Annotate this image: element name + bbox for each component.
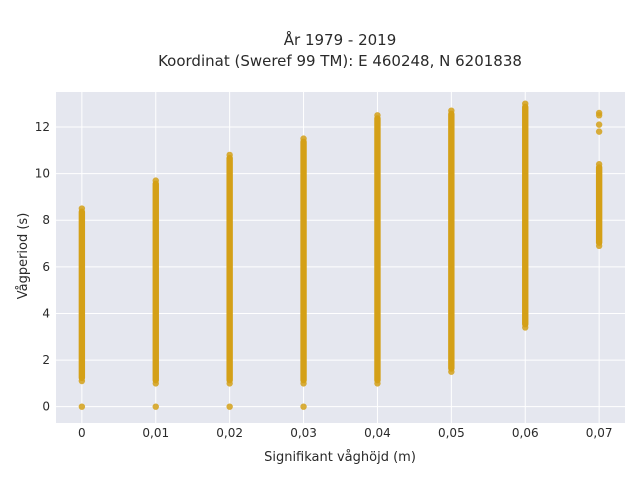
point-column-6 [522, 103, 529, 328]
point-column-top-7 [595, 161, 603, 168]
point-column-bottom-0 [78, 377, 86, 385]
point-column-top-5 [448, 107, 455, 114]
plot-background [56, 92, 625, 423]
isolated-point-0-0 [78, 403, 86, 410]
data-points [78, 100, 603, 410]
point-column-top-0 [78, 205, 86, 212]
isolated-point-1-0 [152, 403, 159, 410]
point-column-bottom-1 [152, 380, 159, 387]
point-column-top-3 [300, 135, 307, 142]
y-tick-label-4: 8 [42, 213, 50, 227]
point-column-3 [300, 138, 307, 384]
y-axis-label: Vågperiod (s) [16, 213, 31, 300]
x-tick-label-5: 0,05 [438, 426, 465, 440]
point-column-7 [595, 164, 603, 246]
point-column-2 [226, 154, 233, 384]
x-tick-label-0: 0 [78, 426, 86, 440]
x-tick-label-6: 0,06 [512, 426, 539, 440]
chart-title-line2: Koordinat (Sweref 99 TM): E 460248, N 62… [158, 52, 522, 70]
point-column-0 [78, 208, 86, 382]
point-column-bottom-7 [595, 242, 603, 250]
y-tick-label-6: 12 [35, 120, 50, 134]
point-column-1 [152, 180, 159, 384]
point-column-bottom-5 [448, 368, 455, 375]
y-tick-label-1: 2 [42, 353, 50, 367]
x-tick-label-1: 0,01 [142, 426, 169, 440]
x-axis-label: Signifikant våghöjd (m) [264, 450, 416, 465]
isolated-point-7-1 [595, 121, 603, 128]
point-column-4 [374, 115, 381, 384]
x-tick-label-2: 0,02 [216, 426, 243, 440]
point-column-bottom-3 [300, 380, 307, 387]
point-column-5 [448, 110, 455, 372]
point-column-top-2 [226, 151, 233, 159]
point-column-bottom-4 [374, 380, 381, 387]
isolated-point-7-3 [595, 109, 603, 117]
y-tick-label-2: 4 [42, 306, 50, 320]
point-column-top-1 [152, 177, 159, 184]
y-tick-labels: 0 2 4 6 8 10 12 [35, 120, 50, 414]
x-tick-label-3: 0,03 [290, 426, 317, 440]
x-tick-label-4: 0,04 [364, 426, 391, 440]
isolated-point-2-0 [226, 403, 233, 410]
point-column-bottom-2 [226, 380, 233, 387]
y-tick-label-3: 6 [42, 260, 50, 274]
point-column-top-4 [374, 112, 381, 119]
y-tick-label-0: 0 [42, 400, 50, 414]
isolated-point-3-0 [300, 403, 307, 410]
x-tick-label-7: 0,07 [586, 426, 613, 440]
point-column-top-6 [522, 100, 529, 107]
chart-title-line1: År 1979 - 2019 [284, 30, 397, 49]
x-tick-labels: 0 0,01 0,02 0,03 0,04 0,05 0,06 0,07 [78, 426, 612, 440]
isolated-point-7-0 [595, 128, 603, 135]
y-tick-label-5: 10 [35, 167, 50, 181]
point-column-bottom-6 [522, 324, 529, 331]
